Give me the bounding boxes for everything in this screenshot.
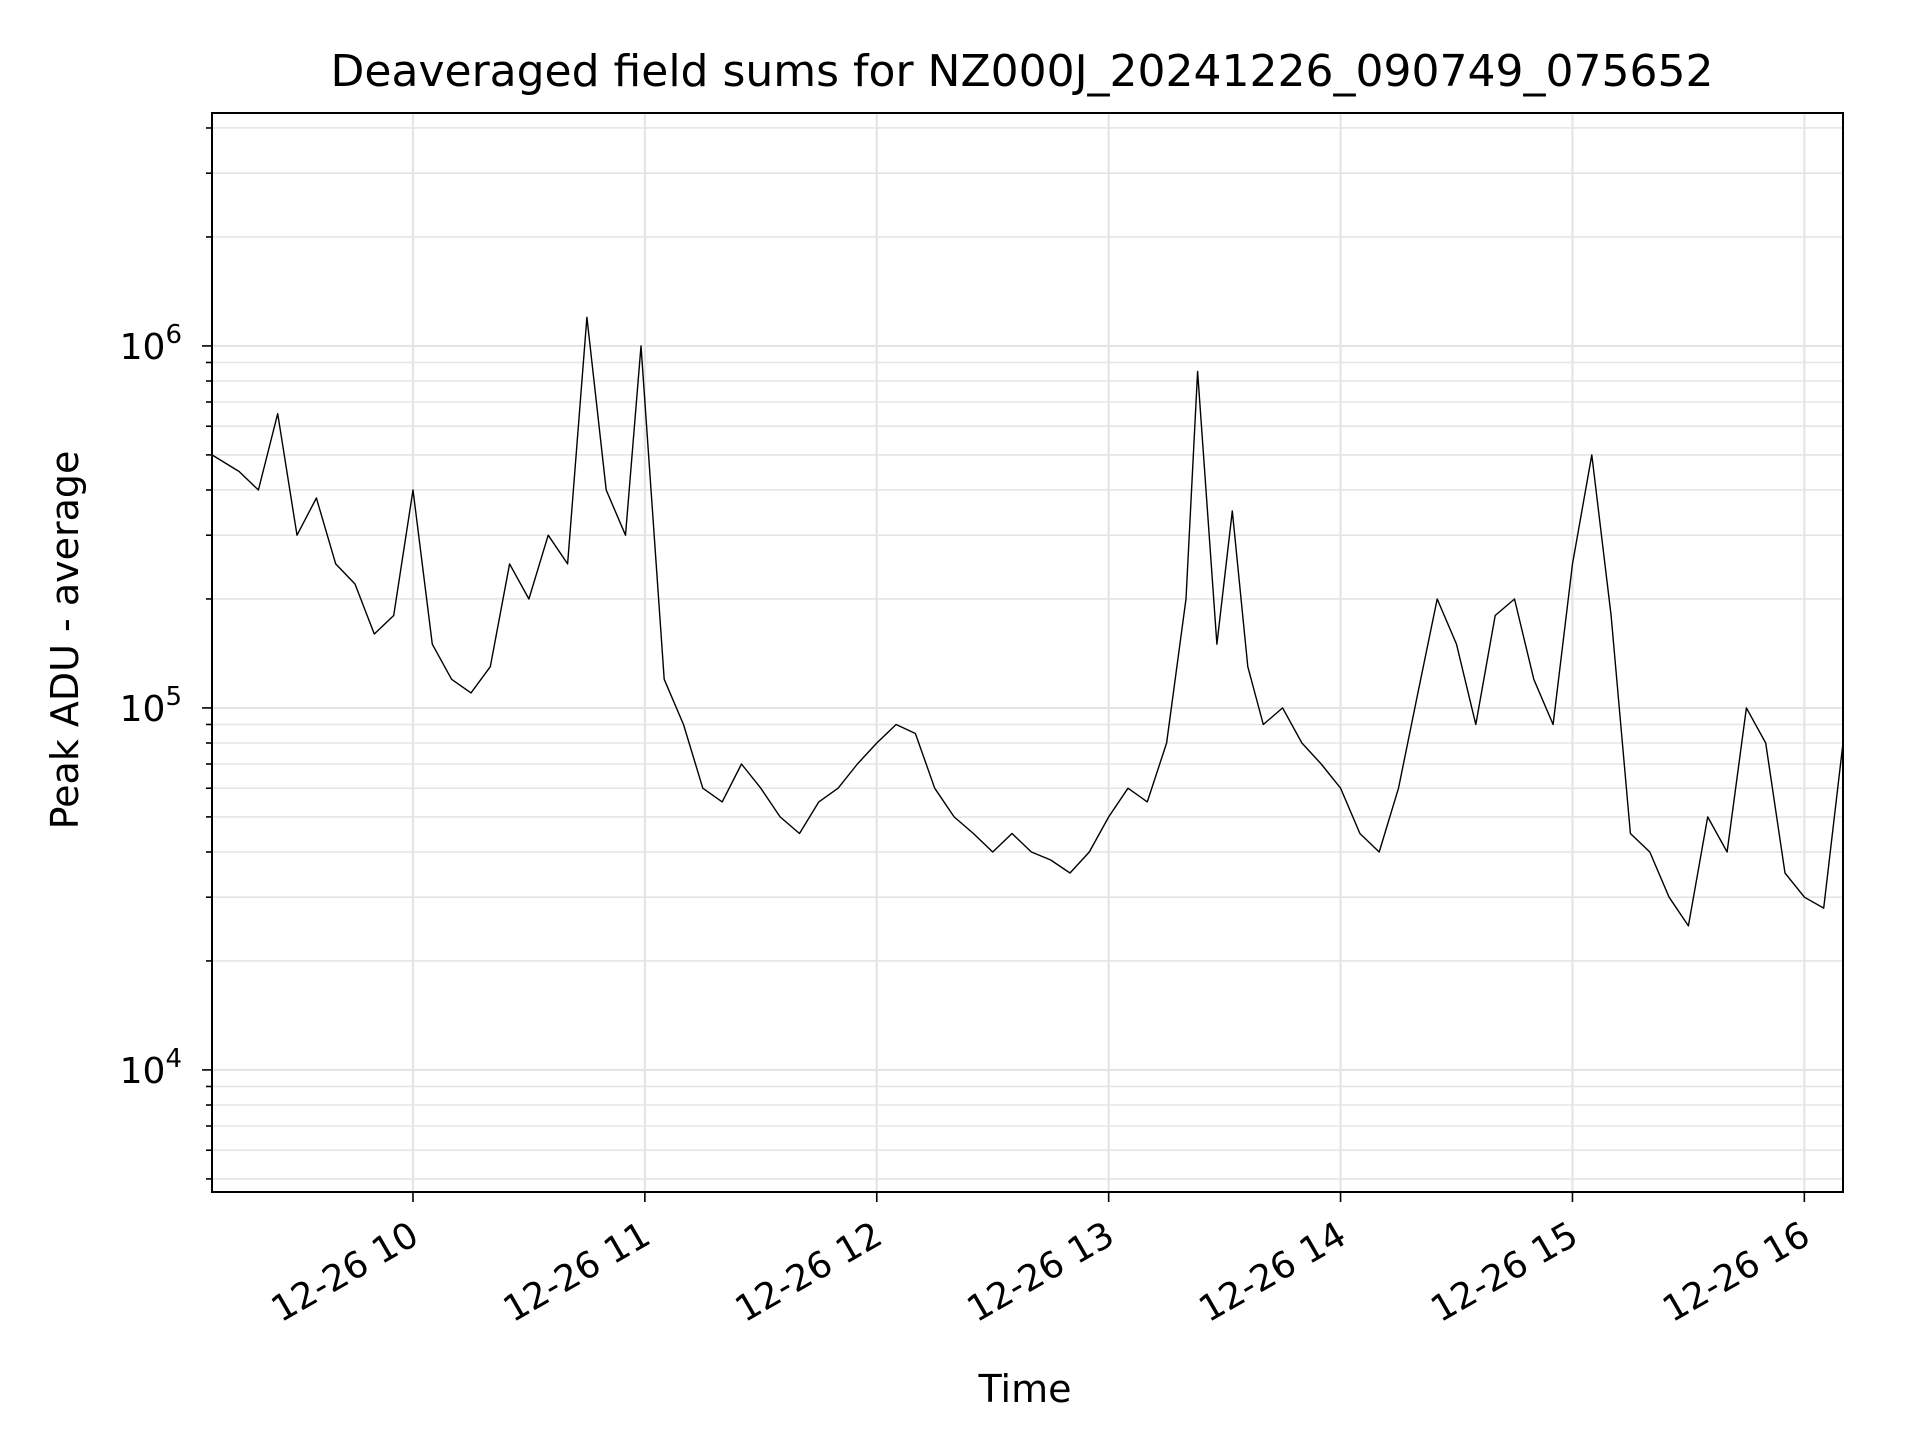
- x-axis-label: Time: [978, 1367, 1072, 1411]
- y-tick-label: 104: [120, 1044, 182, 1092]
- y-tick-label: 106: [120, 320, 182, 368]
- plot-area-frame: [211, 112, 1844, 1193]
- y-axis-label: Peak ADU - average: [43, 451, 87, 830]
- y-tick-label: 105: [120, 682, 182, 730]
- grid-lines: [212, 113, 1843, 1192]
- chart-title: Deaveraged field sums for NZ000J_2024122…: [331, 46, 1714, 97]
- series-line: [211, 316, 1844, 927]
